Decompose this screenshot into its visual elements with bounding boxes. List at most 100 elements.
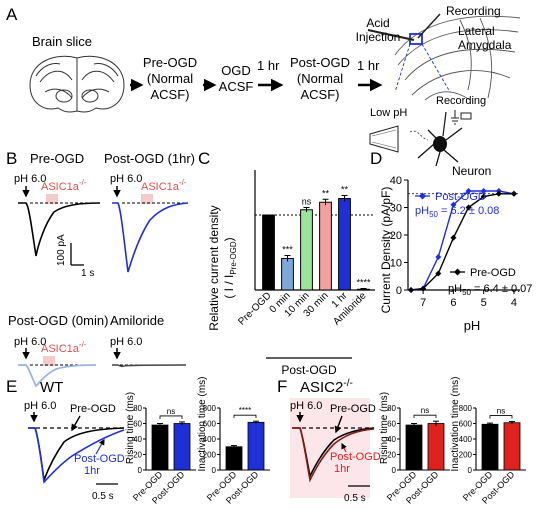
d-series-line [410, 193, 514, 291]
c-axis [254, 170, 375, 291]
d-point [495, 190, 502, 197]
e-inact-bar [225, 446, 243, 471]
c-ylabel-sub: ( I / IPre-OGD) [222, 237, 238, 298]
svg-text:pH50 = 6.4 ± 0.07: pH50 = 6.4 ± 0.07 [448, 283, 532, 297]
amiloride-title: Amiloride [110, 313, 164, 328]
e-inact-ylabel: Inactivation time (ms) [197, 376, 208, 471]
c-bar [300, 209, 313, 291]
e-scale-x: 0.5 s [92, 491, 114, 502]
post-ogd-1hr-trace [112, 202, 189, 273]
neuron-label: Neuron [452, 164, 491, 178]
d-point [450, 201, 457, 208]
e-inact-y-tick-label: 600 [203, 420, 217, 429]
panel-e-letter: E [6, 377, 17, 396]
d-point [465, 188, 472, 194]
e-inact-bar [247, 421, 265, 471]
e-ph-label: pH 6.0 [24, 400, 56, 412]
panel-e: E WT pH 6.0 Pre-OGD Post-OGD 1hr 0.5 s R… [6, 376, 270, 506]
d-plot [408, 188, 517, 293]
d-y-tick-label: 20 [390, 230, 402, 242]
svg-text:Post-OGD: Post-OGD [435, 191, 486, 203]
e-pre-label: Pre-OGD [70, 403, 116, 415]
d-point [435, 270, 442, 277]
amiloride-trace-group: pH 6.0 [110, 336, 187, 368]
d-legend-pre: Pre-OGD pH50 = 6.4 ± 0.07 [448, 267, 532, 297]
d-y-tick-label: 0 [396, 285, 402, 297]
svg-text:Amygdala: Amygdala [458, 38, 512, 52]
e-rising-y-tick-label: 80 [133, 404, 142, 413]
e-rising-y-tick-label: 40 [133, 435, 142, 444]
svg-text:OGD: OGD [221, 63, 251, 78]
f-title: ASIC2-/- [300, 378, 353, 396]
e-rising-sig-bracket [159, 415, 183, 419]
svg-text:ACSF: ACSF [219, 79, 254, 94]
e-post-trace [28, 427, 125, 484]
d-x-tick-label: 5 [481, 297, 487, 309]
d-point [408, 287, 415, 293]
f-post-label-2: 1hr [334, 463, 350, 475]
d-point [420, 285, 427, 292]
f-rising-y-tick-label: 60 [387, 420, 396, 429]
c-bar [262, 214, 275, 291]
f-pre-label: Pre-OGD [330, 403, 376, 415]
f-inact-bar [503, 422, 521, 471]
e-rising-bar [151, 424, 169, 471]
post-ogd-0min-trace-group: pH 6.0 ASIC1a-/- [14, 336, 97, 388]
f-inact-y-tick-label: 400 [459, 435, 473, 444]
brain-slice-drawing [29, 55, 125, 113]
f-inact-y-tick-label: 800 [459, 404, 473, 413]
f-rising-y-tick-label: 40 [387, 435, 396, 444]
d-xlabel: pH [464, 318, 481, 333]
ogd-step: OGD ACSF [219, 63, 254, 94]
d-point [450, 234, 457, 241]
svg-text:1 s: 1 s [81, 268, 94, 279]
d-point [480, 193, 487, 200]
ph-label-amil: pH 6.0 [110, 336, 142, 348]
asic1a-ko-label-post1: ASIC1a-/- [141, 178, 187, 193]
c-significance: ** [341, 185, 349, 195]
post-ogd-1hr-title: Post-OGD (1hr) [104, 151, 195, 166]
c-bar [281, 258, 294, 291]
f-inact-bar [481, 423, 499, 471]
post-ogd-0min-trace [18, 364, 97, 388]
ph-label-post1: pH 6.0 [110, 173, 142, 185]
d-point [480, 188, 487, 194]
f-rising-bar [405, 424, 423, 471]
e-rising-significance: ns [167, 407, 175, 416]
c-bar [319, 201, 332, 291]
d-legend-post: Post-OGD pH50 = 6.2 ± 0.08 [415, 191, 499, 219]
f-inact-y-tick-label: 200 [459, 451, 473, 460]
d-point [435, 254, 442, 260]
scale-bar-b: 100 pA 1 s [56, 234, 94, 279]
one-hr-label-1: 1 hr [257, 58, 280, 73]
d-ylabel: Current Density (pA/pF) [379, 187, 393, 314]
c-bar [338, 198, 351, 291]
panel-b-letter: B [6, 149, 17, 168]
c-bars: ***ns** ****** [262, 185, 371, 291]
svg-text:Post-OGD: Post-OGD [290, 55, 350, 70]
d-x-tick-label: 4 [511, 297, 517, 309]
pre-ogd-title: Pre-OGD [30, 151, 84, 166]
e-inact-sig-bracket [233, 414, 257, 419]
f-inact-significance: ns [497, 407, 505, 416]
one-hr-label-2: 1 hr [357, 58, 380, 73]
ph-label-post0: pH 6.0 [14, 336, 46, 348]
e-post-label-2: 1hr [84, 465, 100, 477]
f-ph-label: pH 6.0 [290, 400, 322, 412]
panel-c: C Relative current density ( I / IPre-OG… [198, 149, 375, 377]
panel-a-letter: A [6, 5, 18, 24]
f-rising-significance: ns [421, 406, 429, 415]
neuron-recording-detail: Low pH Recording Neuron [369, 95, 491, 178]
lateral-amygdala-label: Lateral Amygdala [458, 24, 512, 52]
c-group-label: Post-OGD [281, 363, 337, 377]
f-post-trace [292, 427, 375, 483]
panel-f-letter: F [277, 377, 287, 396]
svg-text:100 pA: 100 pA [56, 234, 67, 266]
d-x-tick-label: 7 [420, 297, 426, 309]
e-rising-y-tick-label: 60 [133, 420, 142, 429]
d-axis: 0 10 20 30 40 7 6 5 4 [390, 175, 520, 309]
